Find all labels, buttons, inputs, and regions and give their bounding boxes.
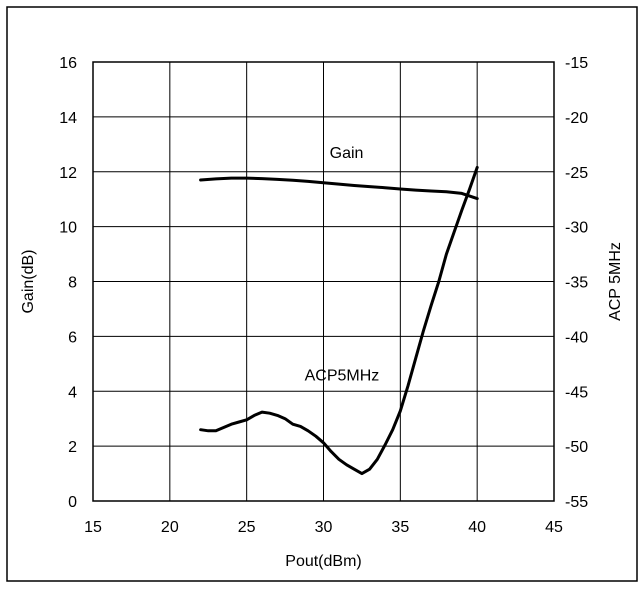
y-left-tick-label: 0 xyxy=(68,494,77,511)
x-tick-label: 20 xyxy=(161,519,179,536)
series-line-gain xyxy=(199,176,479,201)
annotation-label: ACP5MHz xyxy=(305,367,380,384)
y-right-tick-label: -45 xyxy=(565,384,588,401)
annotation-label: Gain xyxy=(330,145,364,162)
annotations: Gain ACP5MHz xyxy=(305,145,380,384)
y-left-tick-label: 2 xyxy=(68,439,77,456)
y-left-tick-label: 6 xyxy=(68,329,77,346)
series-line-acp5mhz xyxy=(199,165,479,476)
y-left-tick-label: 4 xyxy=(68,384,77,401)
x-axis-title: Pout(dBm) xyxy=(285,553,361,570)
y-right-tick-label: -20 xyxy=(565,110,588,127)
x-tick-label: 15 xyxy=(84,519,102,536)
y-left-tick-label: 10 xyxy=(59,220,77,237)
outer-border xyxy=(6,6,638,582)
x-tick-label: 25 xyxy=(238,519,256,536)
y-right-tick-label: -50 xyxy=(565,439,588,456)
x-tick-label: 45 xyxy=(545,519,563,536)
y-right-tick-label: -35 xyxy=(565,275,588,292)
tick-labels: 15 20 25 30 35 40 45 0 2 4 6 8 10 12 14 16 -55 -50 -45 -40 -… xyxy=(59,55,588,536)
x-tick-label: 35 xyxy=(391,519,409,536)
plot-area-border xyxy=(92,61,555,502)
y-left-axis-title: Gain(dB) xyxy=(20,249,37,313)
x-tick-label: 40 xyxy=(468,519,486,536)
y-right-tick-label: -30 xyxy=(565,220,588,237)
y-right-tick-label: -15 xyxy=(565,55,588,72)
y-right-tick-label: -55 xyxy=(565,494,588,511)
x-tick-label: 30 xyxy=(315,519,333,536)
y-left-tick-label: 12 xyxy=(59,165,77,182)
series-layer xyxy=(199,165,479,476)
y-right-tick-label: -25 xyxy=(565,165,588,182)
y-left-tick-label: 16 xyxy=(59,55,77,72)
y-right-tick-label: -40 xyxy=(565,329,588,346)
y-right-axis-title: ACP 5MHz xyxy=(607,242,624,321)
y-left-tick-label: 8 xyxy=(68,275,77,292)
y-left-tick-label: 14 xyxy=(59,110,77,127)
